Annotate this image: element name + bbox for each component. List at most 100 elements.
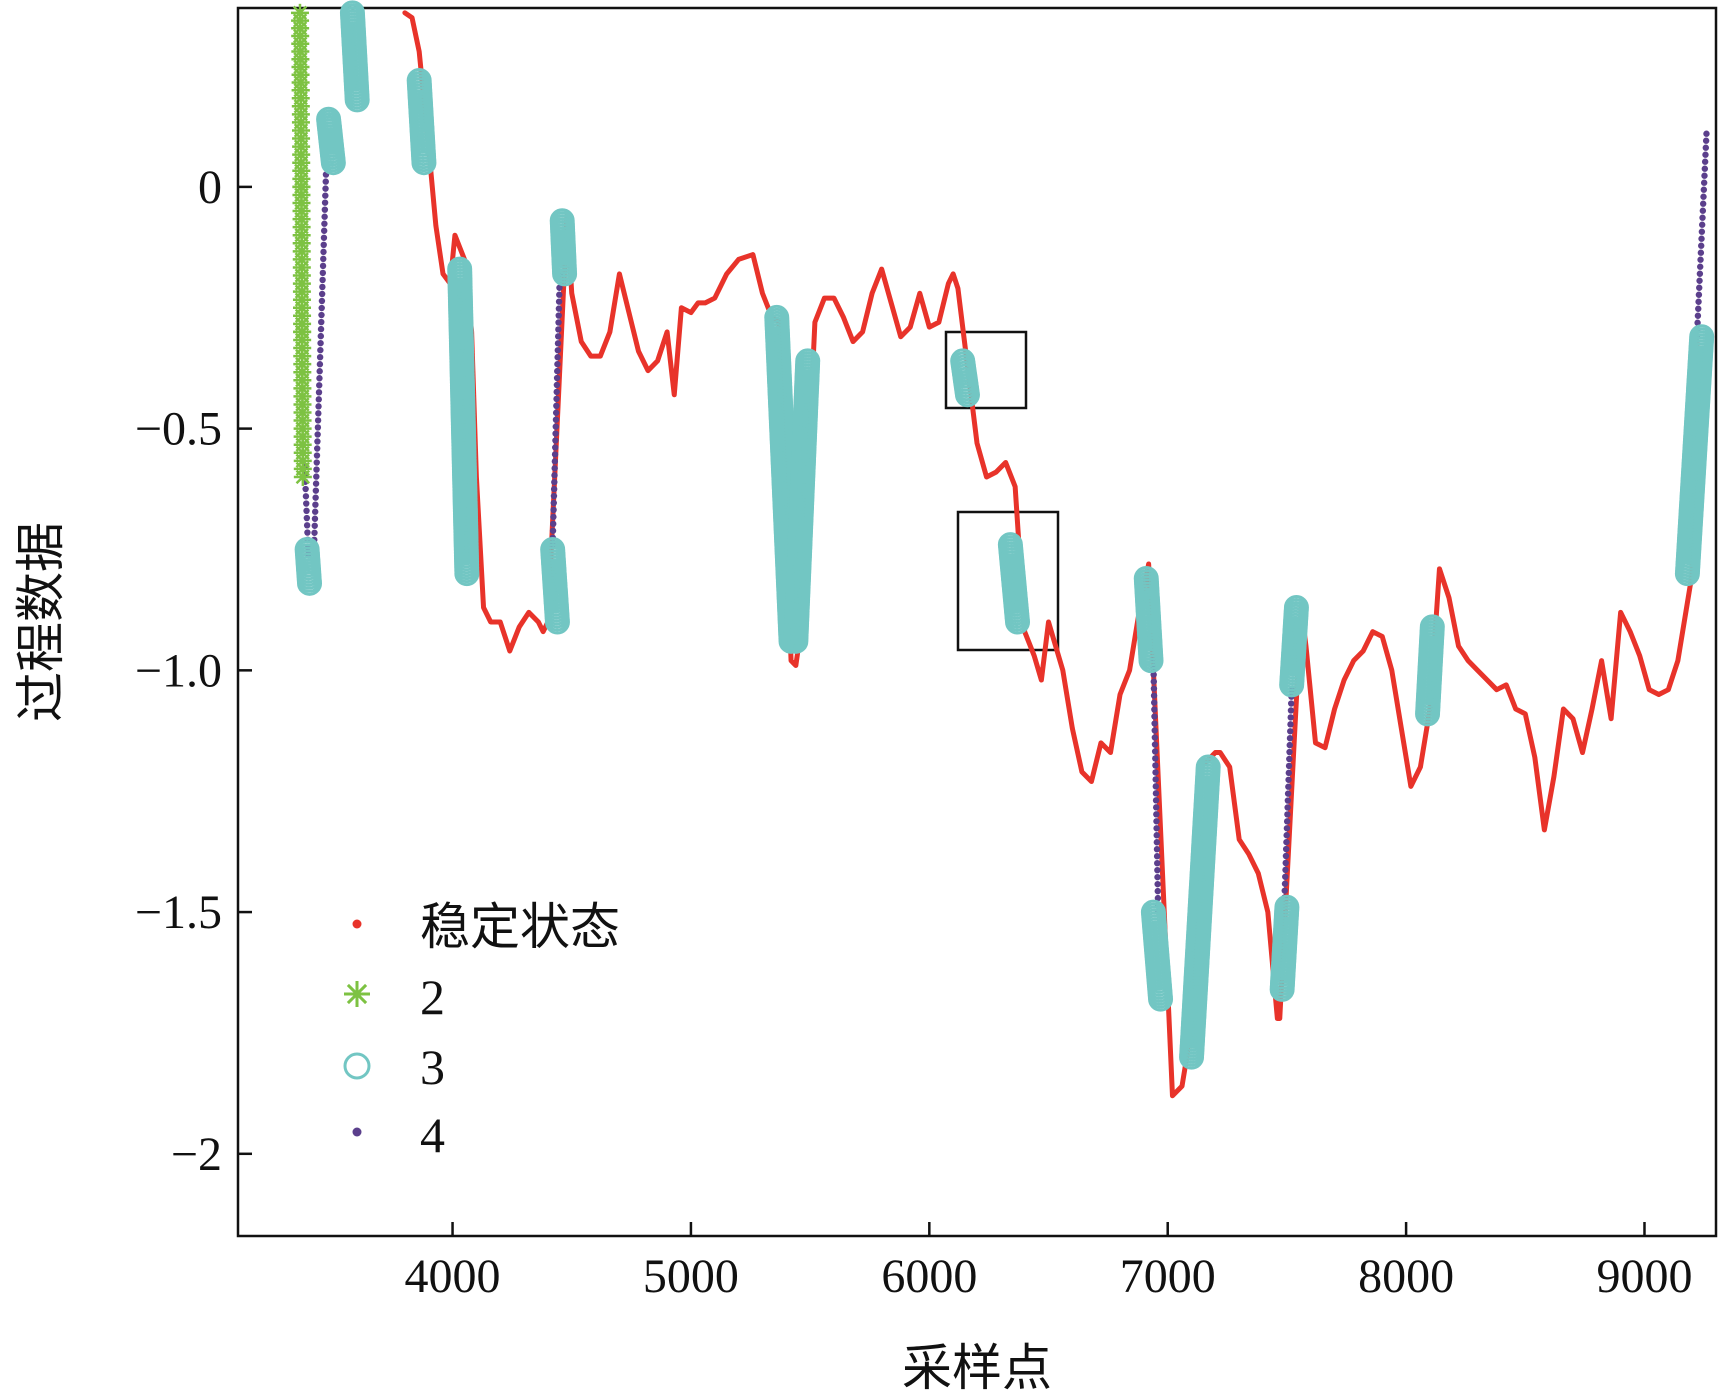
series-4-point <box>313 452 321 459</box>
series-4-point <box>318 290 326 298</box>
series-4-point <box>1703 130 1710 137</box>
series-4-point <box>1694 312 1702 319</box>
y-tick-label: −2 <box>171 1128 222 1181</box>
series-4-point <box>1285 776 1292 783</box>
series-4-point <box>1154 894 1162 902</box>
series-4-point <box>318 311 325 319</box>
series-4-point <box>1698 221 1706 228</box>
series-4-point <box>1151 720 1158 727</box>
series-2 <box>290 3 312 486</box>
series-4-point <box>550 492 558 500</box>
series-4-point <box>552 444 559 451</box>
series-4-point <box>1152 769 1159 776</box>
series-4-point <box>1151 741 1159 748</box>
series-4-point <box>1287 728 1294 735</box>
series-4-point <box>322 192 329 199</box>
series-4-point <box>1701 172 1708 179</box>
series-4-point <box>1696 284 1703 291</box>
series-4-point <box>1284 811 1291 818</box>
series-4-point <box>313 473 320 480</box>
series-4-point <box>554 333 562 340</box>
series-4-point <box>555 326 562 333</box>
series-4-point <box>312 494 319 501</box>
series-4-point <box>304 529 311 536</box>
series-4-point <box>1151 748 1159 755</box>
series-4-point <box>1151 706 1158 713</box>
series-4-point <box>1695 305 1702 312</box>
x-tick-label: 8000 <box>1358 1250 1454 1303</box>
series-4-point <box>314 424 322 431</box>
series-4-point <box>1151 713 1158 720</box>
series-4-point <box>312 501 319 508</box>
series-4-point <box>312 487 320 494</box>
series-4-point <box>1286 755 1293 763</box>
series-4-point <box>552 430 559 437</box>
series-4-point <box>550 499 557 507</box>
series-4-point <box>1152 797 1160 804</box>
series-4-point <box>551 458 559 465</box>
series-4-point <box>1282 852 1290 860</box>
series-4-point <box>314 431 321 438</box>
series-4-point <box>1284 804 1291 811</box>
legend-label: 4 <box>420 1107 445 1163</box>
series-4-point <box>1695 298 1702 305</box>
series-4-point <box>1281 887 1288 894</box>
series-4-point <box>1696 270 1704 277</box>
series-4-point <box>554 347 562 354</box>
series-4-point <box>554 354 561 361</box>
series-4-point <box>1699 200 1707 207</box>
series-4-point <box>1700 186 1708 193</box>
series-4-point <box>549 527 557 534</box>
series-4-point <box>316 375 323 382</box>
series-4-point <box>318 297 326 305</box>
series-4-point <box>318 304 325 312</box>
series-4-point <box>1152 762 1159 769</box>
series-4-point <box>316 368 323 375</box>
series-4-point <box>1286 741 1293 749</box>
series-4-point <box>556 291 563 298</box>
series-4-point <box>1698 242 1705 249</box>
series-4-point <box>554 367 561 375</box>
series-3-point <box>411 150 437 176</box>
series-4-point <box>320 227 328 234</box>
legend-marker <box>352 919 362 929</box>
series-4-point <box>322 185 329 192</box>
legend-item: 2 <box>344 969 445 1025</box>
series-3-point <box>297 570 323 596</box>
series-4-point <box>303 500 310 507</box>
x-tick-label: 9000 <box>1596 1250 1692 1303</box>
series-4-point <box>555 305 563 312</box>
series-4-point <box>311 529 318 536</box>
series-4-point <box>1287 721 1294 728</box>
series-4-point <box>320 248 327 256</box>
series-3-point <box>1195 754 1221 780</box>
series-4-point <box>1700 179 1708 186</box>
x-tick-label: 5000 <box>643 1250 739 1303</box>
series-2-point <box>293 467 312 486</box>
series-4-point <box>303 522 311 529</box>
series-4-point <box>1697 263 1704 270</box>
series-4-point <box>1283 832 1290 839</box>
legend-marker <box>343 1052 371 1080</box>
series-4-point <box>1702 137 1710 144</box>
series-4-point <box>1153 811 1160 818</box>
y-tick-label: −0.5 <box>135 403 222 456</box>
series-4-point <box>1282 873 1289 880</box>
series-4-point <box>1702 151 1709 158</box>
series-4-point <box>1697 249 1705 256</box>
series-4-point <box>1154 887 1161 895</box>
series-4-point <box>1283 818 1291 825</box>
series-4-point <box>553 374 561 382</box>
series-4-point <box>1283 825 1291 832</box>
series-4-point <box>1701 158 1709 165</box>
series-4-point <box>1286 748 1293 756</box>
series-4-point <box>555 298 563 305</box>
series-4-point <box>556 284 563 291</box>
legend-label: 2 <box>420 969 445 1025</box>
x-tick-label: 4000 <box>405 1250 501 1303</box>
x-axis-title: 采样点 <box>902 1339 1052 1397</box>
series-4-point <box>1698 235 1705 242</box>
highlight-box-lower <box>956 510 1060 652</box>
series-4-point <box>1153 832 1160 839</box>
series-4-point <box>317 325 325 333</box>
